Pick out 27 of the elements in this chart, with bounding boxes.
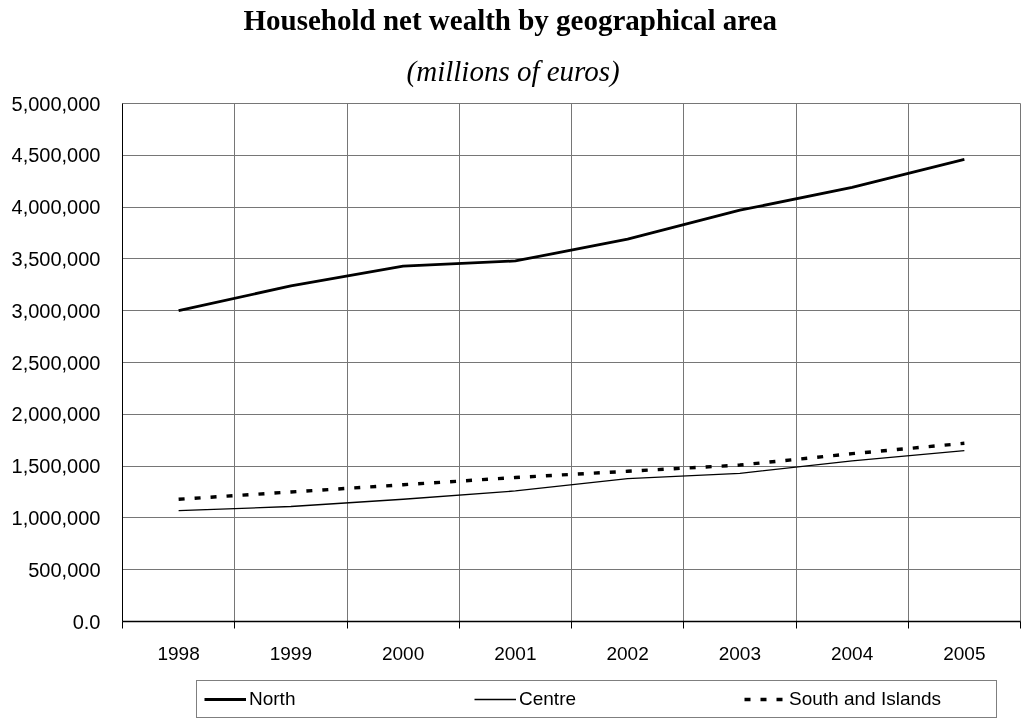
y-tick-label: 3,000,000 [11,299,101,322]
x-tick-label: 2002 [606,642,649,664]
y-tick-label: 3,500,000 [11,247,101,270]
y-tick-label: 500,000 [28,558,101,581]
x-tick-label: 1999 [269,642,313,664]
line-series [177,449,966,512]
y-tick-label: 4,500,000 [11,144,101,167]
y-tick-label: 1,000,000 [11,506,101,529]
chart-subtitle: (millions of euros) [406,54,620,88]
line-series [176,441,967,501]
legend-label: South and Islands [789,688,943,710]
x-tick-label: 2003 [718,642,762,664]
y-tick-label: 2,000,000 [11,403,101,426]
legend-label: Centre [519,688,578,710]
legend-label: North [249,688,297,710]
x-tick-label: 2001 [494,642,537,664]
y-tick-label: 2,500,000 [11,351,101,374]
line-series [177,158,966,313]
x-tick-label: 2005 [943,642,986,664]
y-tick-label: 1,500,000 [11,455,101,478]
y-tick-label: 4,000,000 [11,196,101,219]
y-tick-label: 5,000,000 [11,92,101,115]
x-tick-label: 1998 [157,642,200,664]
y-tick-label: 0.0 [72,610,101,633]
x-tick-label: 2004 [830,642,874,664]
chart-title: Household net wealth by geographical area [243,3,778,36]
x-tick-label: 2000 [381,642,425,664]
